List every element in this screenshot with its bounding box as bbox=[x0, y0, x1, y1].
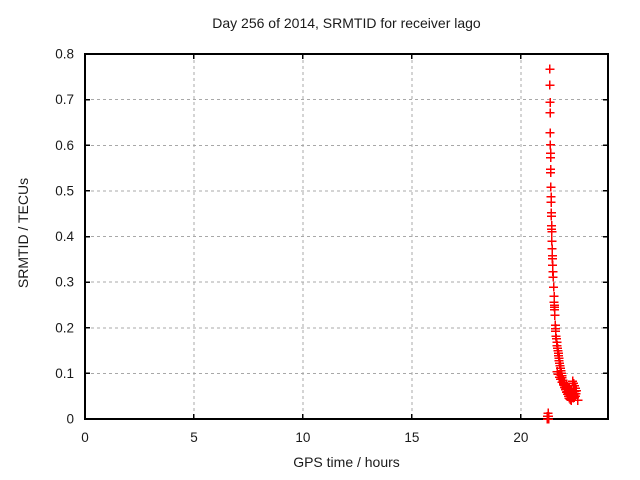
y-tick-label: 0.1 bbox=[55, 366, 74, 381]
y-tick-label: 0 bbox=[66, 412, 74, 427]
y-tick-label: 0.7 bbox=[55, 92, 74, 107]
y-tick-label: 0.2 bbox=[55, 320, 74, 335]
x-tick-label: 15 bbox=[404, 430, 419, 445]
y-tick-label: 0.6 bbox=[55, 138, 74, 153]
x-tick-label: 0 bbox=[81, 430, 89, 445]
y-axis-label: SRMTID / TECUs bbox=[15, 177, 31, 289]
chart-title: Day 256 of 2014, SRMTID for receiver lag… bbox=[212, 15, 481, 31]
data-point-markers bbox=[542, 64, 583, 424]
x-tick-label: 10 bbox=[295, 430, 310, 445]
x-tick-label: 5 bbox=[190, 430, 198, 445]
x-axis-label: GPS time / hours bbox=[293, 454, 400, 470]
y-tick-label: 0.3 bbox=[55, 275, 74, 290]
y-tick-label: 0.5 bbox=[55, 183, 74, 198]
x-tick-label: 20 bbox=[513, 430, 528, 445]
y-tick-label: 0.4 bbox=[55, 229, 74, 244]
y-tick-label: 0.8 bbox=[55, 47, 74, 62]
